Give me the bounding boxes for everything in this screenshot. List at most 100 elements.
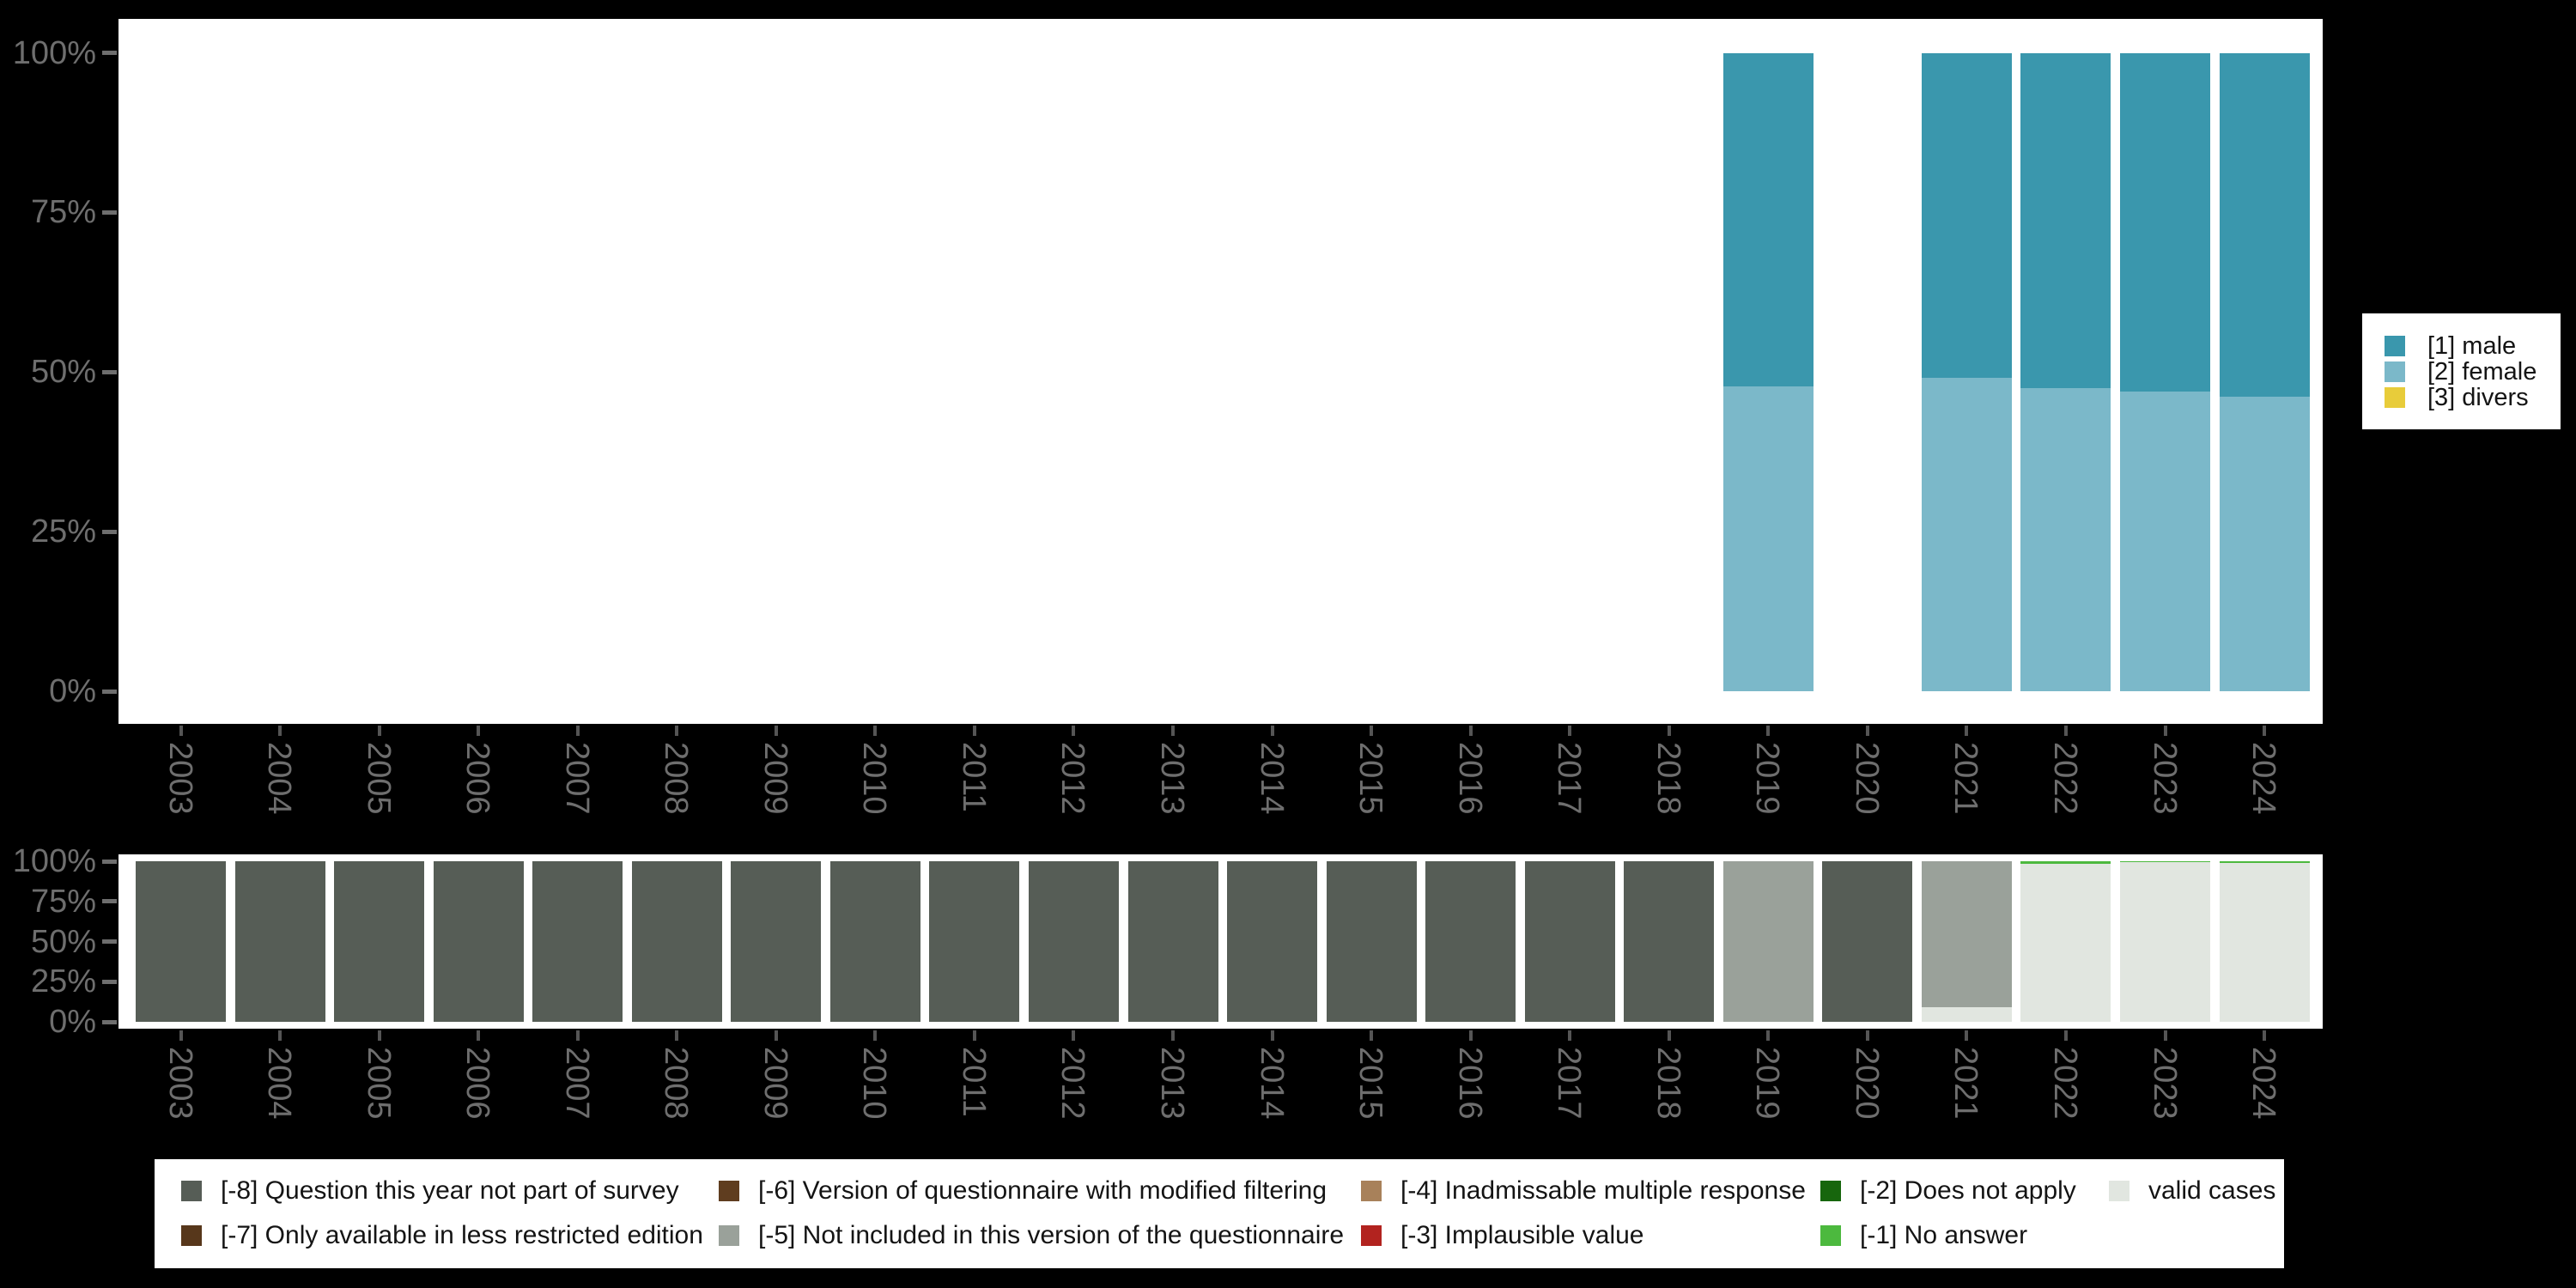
- x-axis-tick-mark: [278, 726, 283, 736]
- x-axis-year-label: 2004: [261, 742, 298, 815]
- x-axis-year-label: 2010: [856, 742, 893, 815]
- x-axis-tick-mark: [2163, 1030, 2167, 1041]
- bar-segment: [234, 861, 325, 1022]
- x-axis-year-label: 2019: [1749, 1047, 1786, 1120]
- x-axis-tick-mark: [873, 726, 878, 736]
- x-axis-year-label: 2020: [1848, 1047, 1885, 1120]
- y-axis-tick-label: 50%: [30, 354, 96, 391]
- bar-segment: [1722, 861, 1814, 1022]
- y-axis-tick-mark: [102, 939, 117, 944]
- bar-segment: [1921, 861, 2012, 1007]
- legend-entry-label: [-8] Question this year not part of surv…: [221, 1176, 679, 1205]
- bar-segment: [1524, 861, 1615, 1022]
- x-axis-year-label: 2005: [360, 1047, 397, 1120]
- y-axis-tick-mark: [102, 689, 117, 694]
- x-axis-tick-mark: [1865, 726, 1869, 736]
- x-axis-tick-mark: [1370, 1030, 1374, 1041]
- x-axis-tick-mark: [1568, 1030, 1572, 1041]
- x-axis-year-label: 2023: [2146, 1047, 2183, 1120]
- y-axis-tick-mark: [102, 51, 117, 55]
- x-axis-tick-mark: [675, 726, 679, 736]
- bar-segment: [2120, 392, 2210, 691]
- x-axis-tick-mark: [1766, 1030, 1771, 1041]
- legend-color-swatch: [2385, 386, 2405, 408]
- bar-segment: [1921, 1006, 2012, 1022]
- legend-entry-label: [-6] Version of questionnaire with modif…: [758, 1176, 1327, 1205]
- x-axis-tick-mark: [1171, 1030, 1175, 1041]
- bar-segment: [2020, 861, 2111, 864]
- bar-segment: [1326, 861, 1417, 1022]
- legend-color-swatch: [1361, 1225, 1382, 1246]
- legend-entry-label: [3] divers: [2427, 383, 2529, 411]
- y-axis-tick-label: 25%: [30, 963, 96, 1000]
- bar-segment: [929, 861, 1020, 1022]
- x-axis-year-label: 2009: [756, 1047, 793, 1120]
- missing-values-legend: [-8] Question this year not part of surv…: [155, 1159, 2284, 1268]
- x-axis-year-label: 2019: [1749, 742, 1786, 815]
- bar-segment: [1425, 861, 1516, 1022]
- bar-segment: [1127, 861, 1218, 1022]
- x-axis-year-label: 2007: [558, 1047, 595, 1120]
- legend-color-swatch: [2109, 1181, 2129, 1201]
- legend-color-swatch: [2385, 361, 2405, 382]
- legend-entry-label: valid cases: [2148, 1176, 2276, 1205]
- x-axis-tick-mark: [1965, 726, 1969, 736]
- bar-segment: [2219, 861, 2310, 863]
- x-axis-year-label: 2024: [2245, 742, 2282, 815]
- legend-color-swatch: [1820, 1181, 1841, 1201]
- y-axis-tick-label: 75%: [30, 194, 96, 231]
- x-axis-tick-mark: [1568, 726, 1572, 736]
- legend-entry-label: [1] male: [2427, 331, 2517, 360]
- bar-segment: [2219, 862, 2310, 1022]
- bar-segment: [2020, 387, 2111, 691]
- bar-segment: [1624, 861, 1715, 1022]
- x-axis-tick-mark: [1468, 726, 1473, 736]
- x-axis-tick-mark: [1965, 1030, 1969, 1041]
- x-axis-year-label: 2016: [1451, 1047, 1488, 1120]
- bar-segment: [2120, 52, 2210, 392]
- bar-segment: [2219, 397, 2310, 691]
- x-axis-year-label: 2018: [1649, 1047, 1686, 1120]
- x-axis-tick-mark: [675, 1030, 679, 1041]
- x-axis-year-label: 2005: [360, 742, 397, 815]
- bar-segment: [1028, 861, 1119, 1022]
- x-axis-year-label: 2016: [1451, 742, 1488, 815]
- legend-entry-label: [-7] Only available in less restricted e…: [221, 1221, 703, 1249]
- x-axis-year-label: 2009: [756, 742, 793, 815]
- x-axis-year-label: 2014: [1253, 742, 1290, 815]
- legend-color-swatch: [2385, 335, 2405, 356]
- x-axis-year-label: 2022: [2046, 1047, 2083, 1120]
- y-axis-tick-label: 100%: [12, 34, 96, 71]
- x-axis-tick-mark: [179, 726, 183, 736]
- bar-segment: [1722, 386, 1814, 691]
- x-axis-year-label: 2004: [261, 1047, 298, 1120]
- x-axis-year-label: 2003: [161, 1047, 198, 1120]
- x-axis-tick-mark: [972, 1030, 976, 1041]
- bar-segment: [631, 861, 722, 1022]
- x-axis-tick-mark: [477, 726, 481, 736]
- y-axis-tick-label: 100%: [12, 843, 96, 879]
- bar-segment: [2120, 861, 2210, 863]
- x-axis-year-label: 2018: [1649, 742, 1686, 815]
- y-axis-tick-label: 0%: [49, 673, 96, 709]
- legend-entry-label: [-3] Implausible value: [1400, 1221, 1644, 1249]
- x-axis-year-label: 2022: [2046, 742, 2083, 815]
- x-axis-year-label: 2015: [1352, 742, 1389, 815]
- x-axis-tick-mark: [1270, 1030, 1274, 1041]
- x-axis-tick-mark: [278, 1030, 283, 1041]
- bar-segment: [2020, 863, 2111, 1022]
- bar-segment: [1921, 377, 2012, 691]
- y-axis-tick-label: 25%: [30, 513, 96, 550]
- y-axis-tick-mark: [102, 859, 117, 864]
- y-axis-tick-label: 75%: [30, 883, 96, 920]
- legend-entry-label: [2] female: [2427, 357, 2537, 386]
- legend-color-swatch: [1820, 1225, 1841, 1246]
- bar-segment: [433, 861, 524, 1022]
- legend-color-swatch: [719, 1225, 739, 1246]
- x-axis-year-label: 2008: [658, 1047, 695, 1120]
- x-axis-tick-mark: [1072, 1030, 1076, 1041]
- x-axis-year-label: 2017: [1551, 1047, 1588, 1120]
- x-axis-tick-mark: [1072, 726, 1076, 736]
- bar-segment: [532, 861, 623, 1022]
